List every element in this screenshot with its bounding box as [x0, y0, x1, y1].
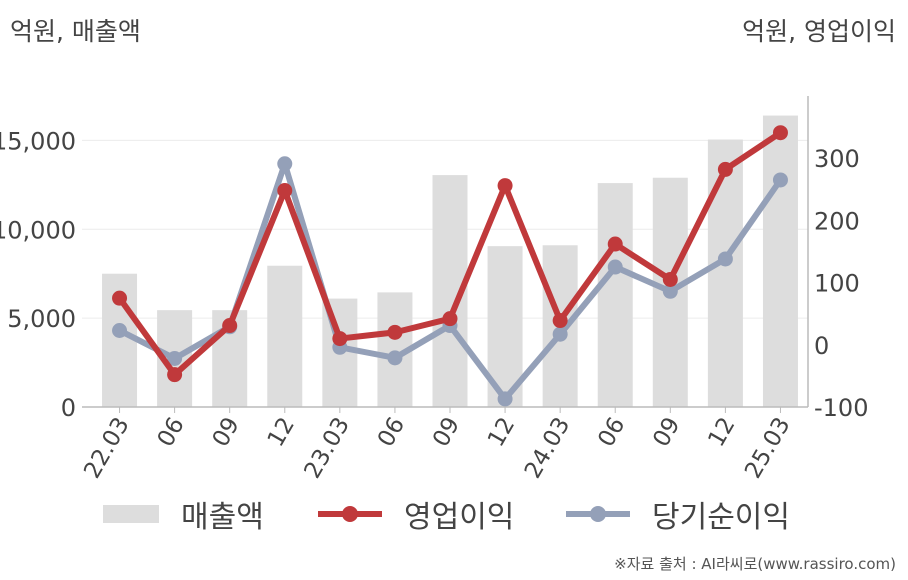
point-operating-profit — [112, 290, 128, 306]
legend-label-operating-profit: 영업이익 — [404, 500, 515, 535]
x-tick-label: 22.03 — [79, 413, 134, 483]
point-operating-profit — [167, 367, 183, 383]
point-operating-profit — [607, 236, 623, 252]
right-axis-unit-label: 억원, 영업이익 — [742, 17, 896, 46]
legend-item-net-income: 당기순이익 — [566, 492, 790, 536]
legend-swatch-sales — [103, 505, 159, 523]
legend-label-sales: 매출액 — [181, 500, 264, 535]
x-tick-label: 06 — [593, 413, 630, 451]
point-operating-profit — [332, 331, 348, 347]
right-tick-label: 0 — [814, 332, 829, 360]
point-net-income — [772, 172, 788, 188]
point-operating-profit — [497, 178, 513, 194]
x-tick-label: 24.03 — [520, 413, 575, 483]
point-operating-profit — [662, 271, 678, 287]
point-net-income — [497, 391, 513, 407]
point-net-income — [552, 326, 568, 342]
point-operating-profit — [772, 125, 788, 141]
x-tick-label: 12 — [483, 413, 520, 451]
point-net-income — [662, 283, 678, 299]
point-net-income — [717, 251, 733, 267]
point-net-income — [167, 350, 183, 366]
legend-item-operating-profit: 영업이익 — [318, 492, 514, 536]
x-tick-label: 09 — [208, 413, 245, 451]
point-operating-profit — [552, 313, 568, 329]
bar-sales — [597, 183, 633, 407]
legend-swatch-operating-profit — [318, 506, 382, 522]
point-operating-profit — [222, 318, 238, 334]
point-operating-profit — [277, 183, 293, 199]
chart-legend: 매출액 영업이익 당기순이익 — [0, 492, 908, 536]
left-tick-label: 15,000 — [0, 127, 76, 155]
legend-item-sales: 매출액 — [103, 492, 264, 536]
source-credit: ※자료 출처 : AI라씨로(www.rassiro.com) — [614, 555, 896, 573]
right-tick-label: 200 — [814, 207, 860, 235]
left-tick-label: 5,000 — [7, 305, 76, 333]
right-tick-label: 100 — [814, 270, 860, 298]
legend-swatch-net-income — [566, 506, 630, 522]
x-tick-label: 06 — [153, 413, 190, 451]
x-tick-label: 12 — [263, 413, 300, 451]
point-operating-profit — [717, 161, 733, 177]
x-tick-label: 25.03 — [740, 413, 795, 483]
left-tick-label: 0 — [61, 394, 76, 422]
x-tick-label: 06 — [373, 413, 410, 451]
point-net-income — [112, 322, 128, 338]
point-net-income — [387, 350, 403, 366]
right-tick-label: -100 — [814, 394, 868, 422]
x-tick-label: 09 — [428, 413, 465, 451]
point-net-income — [277, 156, 293, 172]
point-net-income — [607, 259, 623, 275]
x-tick-label: 12 — [703, 413, 740, 451]
bar-sales — [707, 139, 743, 408]
point-operating-profit — [442, 311, 458, 327]
right-tick-label: 300 — [814, 145, 860, 173]
legend-label-net-income: 당기순이익 — [652, 500, 790, 535]
x-tick-label: 23.03 — [300, 413, 355, 483]
bar-sales — [267, 265, 303, 407]
left-tick-label: 10,000 — [0, 216, 76, 244]
point-operating-profit — [387, 324, 403, 340]
x-tick-label: 09 — [648, 413, 685, 451]
left-axis-unit-label: 억원, 매출액 — [10, 17, 141, 46]
bar-sales — [762, 115, 798, 407]
